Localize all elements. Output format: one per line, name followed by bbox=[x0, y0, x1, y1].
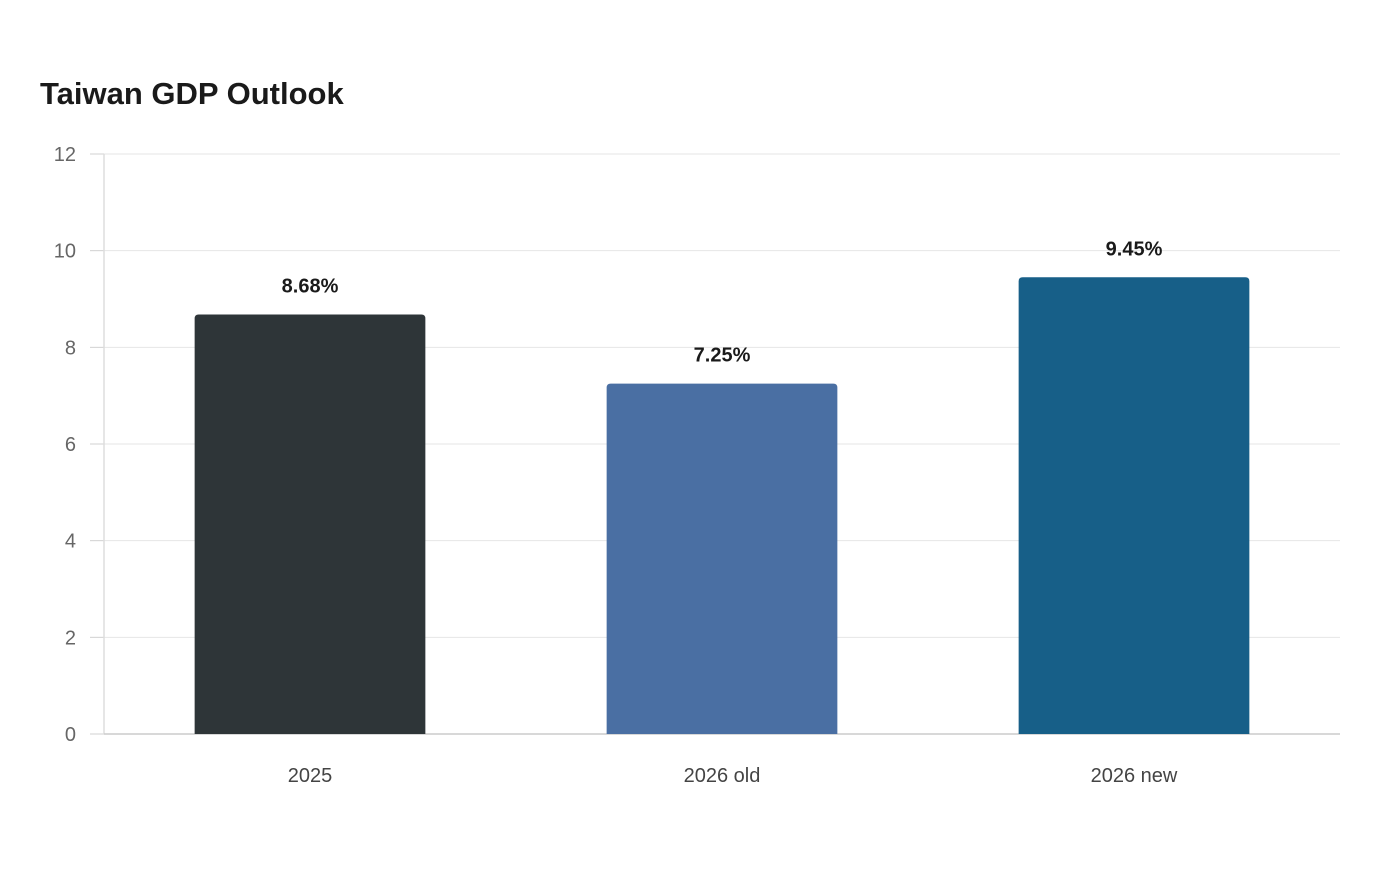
bar bbox=[1018, 277, 1250, 734]
bar bbox=[194, 314, 426, 734]
chart-title: Taiwan GDP Outlook bbox=[40, 76, 344, 111]
x-tick-label: 2025 bbox=[288, 765, 333, 787]
data-label: 7.25% bbox=[694, 345, 751, 367]
y-tick-label: 8 bbox=[65, 337, 76, 359]
y-tick-label: 0 bbox=[65, 724, 76, 746]
y-tick-label: 4 bbox=[65, 531, 76, 553]
y-tick-label: 2 bbox=[65, 627, 76, 649]
data-label: 8.68% bbox=[282, 275, 339, 297]
y-tick-label: 6 bbox=[65, 434, 76, 456]
y-tick-label: 10 bbox=[54, 241, 76, 263]
data-label: 9.45% bbox=[1106, 238, 1163, 260]
x-tick-label: 2026 old bbox=[684, 765, 761, 787]
bar bbox=[606, 383, 838, 734]
x-tick-label: 2026 new bbox=[1091, 765, 1178, 787]
y-tick-label: 12 bbox=[54, 144, 76, 166]
